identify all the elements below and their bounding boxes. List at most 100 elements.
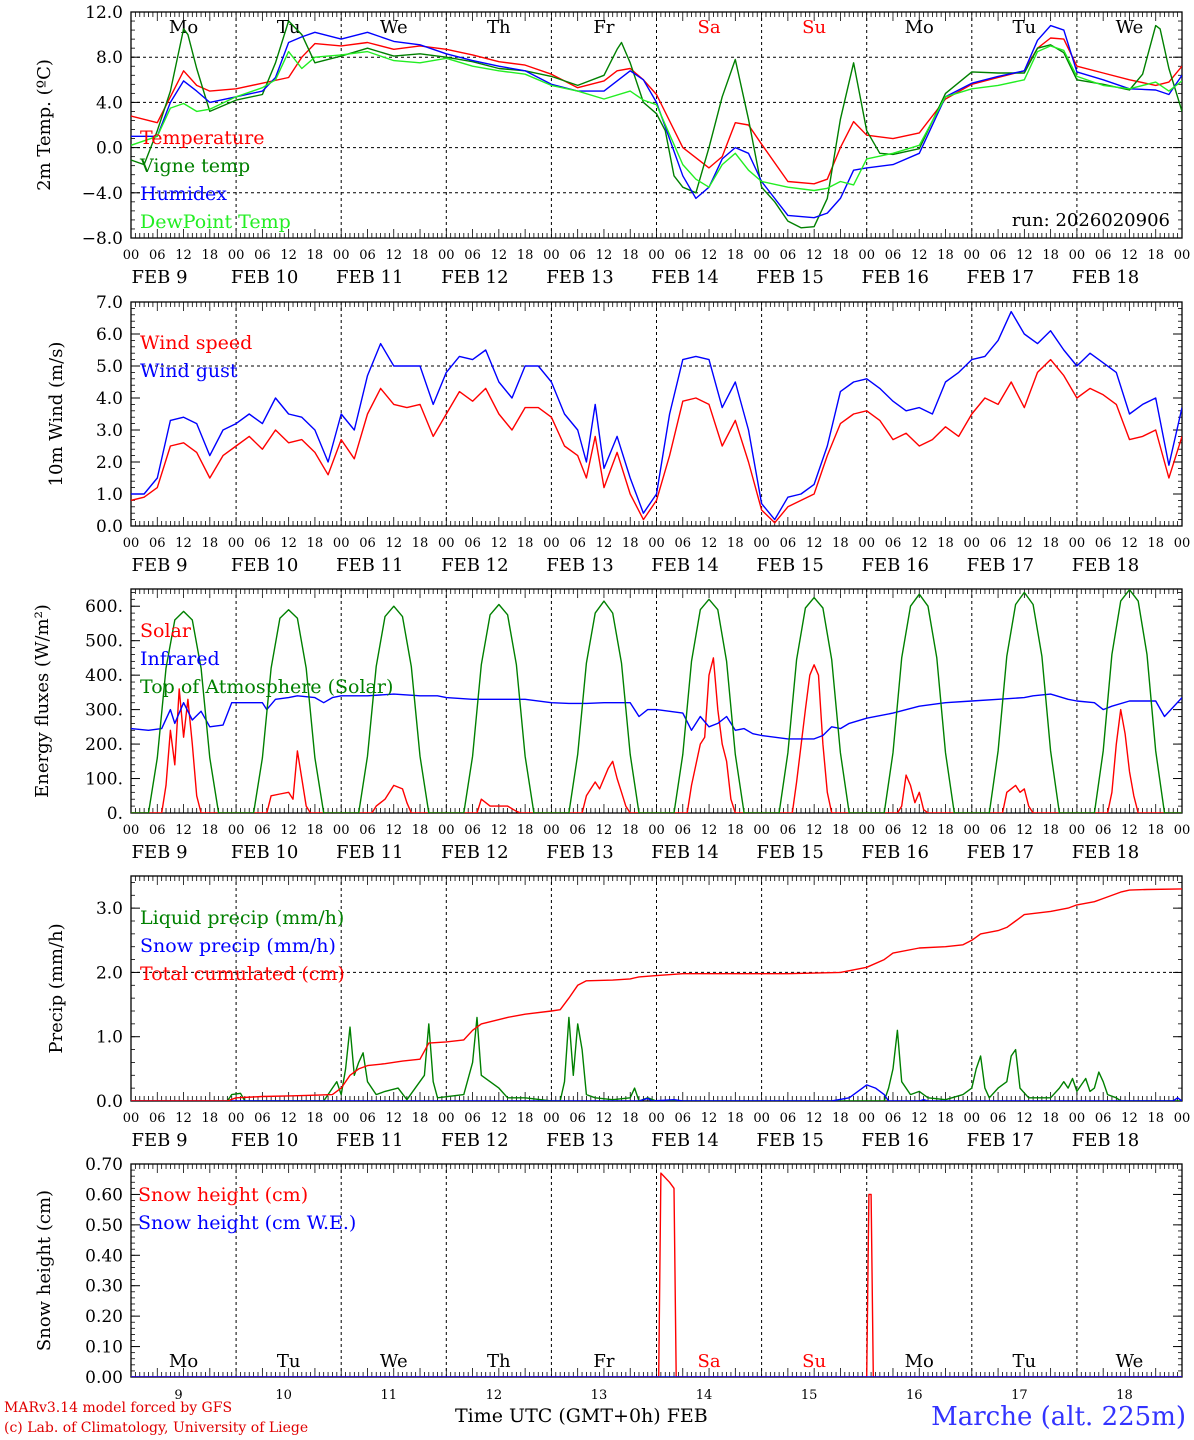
y-tick-label: 6.0 [96, 325, 123, 345]
day-number-label: 16 [906, 1388, 923, 1403]
date-label: FEB 13 [546, 1130, 613, 1151]
hour-tick-label: 06 [990, 536, 1007, 551]
legend-entry: Top of Atmosphere (Solar) [140, 676, 393, 698]
hour-tick-label: 12 [385, 248, 402, 263]
day-number-label: 17 [1011, 1388, 1028, 1403]
hour-tick-label: 06 [780, 248, 797, 263]
hour-tick-label: 12 [1121, 248, 1138, 263]
date-label: FEB 17 [967, 555, 1034, 576]
y-tick-label: 200. [85, 735, 123, 755]
hour-tick-label: 18 [517, 1111, 534, 1126]
date-label: FEB 10 [231, 555, 298, 576]
day-name-label: Su [802, 1351, 826, 1372]
legend-entry: Total cumulated (cm) [140, 963, 345, 985]
y-axis-title: 2m Temp. (ºC) [34, 59, 55, 191]
hour-tick-label: 06 [885, 823, 902, 838]
hour-tick-label: 00 [123, 536, 140, 551]
date-label: FEB 14 [651, 1130, 718, 1151]
date-label: FEB 18 [1072, 267, 1139, 288]
hour-tick-label: 12 [701, 248, 718, 263]
y-axis-title: Snow height (cm) [34, 1190, 55, 1351]
day-name-label: Fr [593, 17, 614, 38]
hour-tick-label: 18 [517, 823, 534, 838]
series-line-total-cumulated-cm [131, 888, 1182, 1101]
date-label: FEB 16 [862, 267, 929, 288]
hour-tick-label: 06 [990, 248, 1007, 263]
hour-tick-label: 00 [438, 536, 455, 551]
hour-tick-label: 18 [202, 1111, 219, 1126]
hour-tick-label: 18 [727, 536, 744, 551]
hour-tick-label: 00 [228, 1111, 245, 1126]
panel-temp: −8.0 −4.0 0.0 4.0 8.0 12.0 2m Temp. (ºC) 00 06 12… [34, 3, 1190, 288]
date-label: FEB 16 [862, 1130, 929, 1151]
hour-tick-label: 00 [964, 1111, 981, 1126]
date-label: FEB 14 [651, 842, 718, 863]
hour-tick-label: 18 [412, 823, 429, 838]
legend-entry: Solar [140, 620, 192, 642]
hour-tick-label: 06 [675, 248, 692, 263]
hour-tick-label: 00 [648, 823, 665, 838]
hour-tick-label: 06 [254, 1111, 271, 1126]
hour-tick-label: 00 [648, 536, 665, 551]
hour-tick-label: 00 [1174, 1111, 1191, 1126]
hour-tick-label: 00 [1069, 248, 1086, 263]
panel-wind: 0.0 1.0 2.0 3.0 4.0 5.0 6.0 7.0 10m Wind (m/s) 00… [46, 293, 1190, 576]
plot-frame [130, 588, 1183, 814]
hour-tick-label: 12 [911, 823, 928, 838]
hour-tick-label: 06 [780, 1111, 797, 1126]
date-label: FEB 9 [132, 1130, 188, 1151]
date-label: FEB 12 [441, 555, 508, 576]
hour-tick-label: 18 [832, 536, 849, 551]
hour-tick-label: 18 [622, 536, 639, 551]
hour-tick-label: 12 [385, 1111, 402, 1126]
hour-tick-label: 00 [333, 1111, 350, 1126]
hour-tick-label: 06 [254, 536, 271, 551]
hour-tick-label: 06 [149, 536, 166, 551]
hour-tick-label: 00 [648, 248, 665, 263]
day-name-label: Sa [698, 1351, 721, 1372]
hour-tick-label: 06 [885, 248, 902, 263]
hour-tick-label: 12 [280, 248, 297, 263]
hour-tick-label: 12 [806, 823, 823, 838]
y-tick-label: 4.0 [96, 93, 123, 113]
date-label: FEB 17 [967, 1130, 1034, 1151]
hour-tick-label: 06 [569, 536, 586, 551]
legend-entry: Liquid precip (mm/h) [140, 907, 344, 929]
hour-tick-label: 00 [543, 1111, 560, 1126]
hour-tick-label: 12 [280, 1111, 297, 1126]
hour-tick-label: 12 [911, 536, 928, 551]
hour-tick-label: 00 [753, 536, 770, 551]
hour-tick-label: 12 [701, 823, 718, 838]
legend-entry: Wind gust [140, 360, 238, 382]
y-tick-label: 600. [85, 597, 123, 617]
panel-snow: 0.00 0.10 0.20 0.30 0.40 0.50 0.60 0.70 Snow hei… [34, 1155, 1183, 1403]
station-title: Marche (alt. 225m) [931, 1402, 1186, 1432]
hour-tick-label: 12 [280, 823, 297, 838]
hour-tick-label: 00 [1174, 248, 1191, 263]
y-tick-label: 0.10 [85, 1338, 123, 1358]
hour-tick-label: 00 [753, 823, 770, 838]
date-label: FEB 18 [1072, 1130, 1139, 1151]
hour-tick-label: 00 [858, 536, 875, 551]
day-number-label: 14 [696, 1388, 713, 1403]
y-tick-label: 3.0 [96, 421, 123, 441]
y-tick-label: 0.20 [85, 1307, 123, 1327]
y-tick-label: 0.0 [96, 1092, 123, 1112]
date-label: FEB 15 [756, 1130, 823, 1151]
hour-tick-label: 06 [149, 1111, 166, 1126]
y-tick-label: 1.0 [96, 485, 123, 505]
day-number-label: 12 [486, 1388, 503, 1403]
series-line-liquid-precip-mm-h [131, 1016, 1182, 1101]
hour-tick-label: 06 [780, 536, 797, 551]
date-label: FEB 13 [546, 267, 613, 288]
hour-tick-label: 18 [937, 536, 954, 551]
day-number-label: 15 [801, 1388, 818, 1403]
y-tick-label: 3.0 [96, 899, 123, 919]
hour-tick-label: 00 [1069, 536, 1086, 551]
hour-tick-label: 18 [517, 248, 534, 263]
legend-entry: DewPoint Temp [140, 211, 291, 233]
y-tick-label: 0.40 [85, 1246, 123, 1266]
y-tick-label: 8.0 [96, 48, 123, 68]
hour-tick-label: 12 [491, 248, 508, 263]
day-name-label: Mo [169, 1351, 198, 1372]
